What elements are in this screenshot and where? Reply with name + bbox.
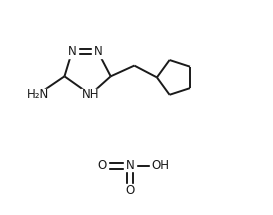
Polygon shape bbox=[124, 160, 136, 172]
Text: O: O bbox=[97, 159, 107, 172]
Polygon shape bbox=[124, 184, 136, 196]
Text: N: N bbox=[126, 159, 134, 172]
Polygon shape bbox=[81, 89, 100, 100]
Text: NH: NH bbox=[82, 88, 99, 101]
Polygon shape bbox=[24, 89, 51, 100]
Text: OH: OH bbox=[151, 159, 169, 172]
Text: H₂N: H₂N bbox=[26, 88, 49, 101]
Text: N: N bbox=[93, 45, 102, 58]
Polygon shape bbox=[150, 160, 170, 172]
Polygon shape bbox=[96, 160, 108, 172]
Text: O: O bbox=[125, 184, 135, 197]
Polygon shape bbox=[66, 46, 78, 57]
Text: N: N bbox=[68, 45, 76, 58]
Polygon shape bbox=[92, 46, 104, 57]
